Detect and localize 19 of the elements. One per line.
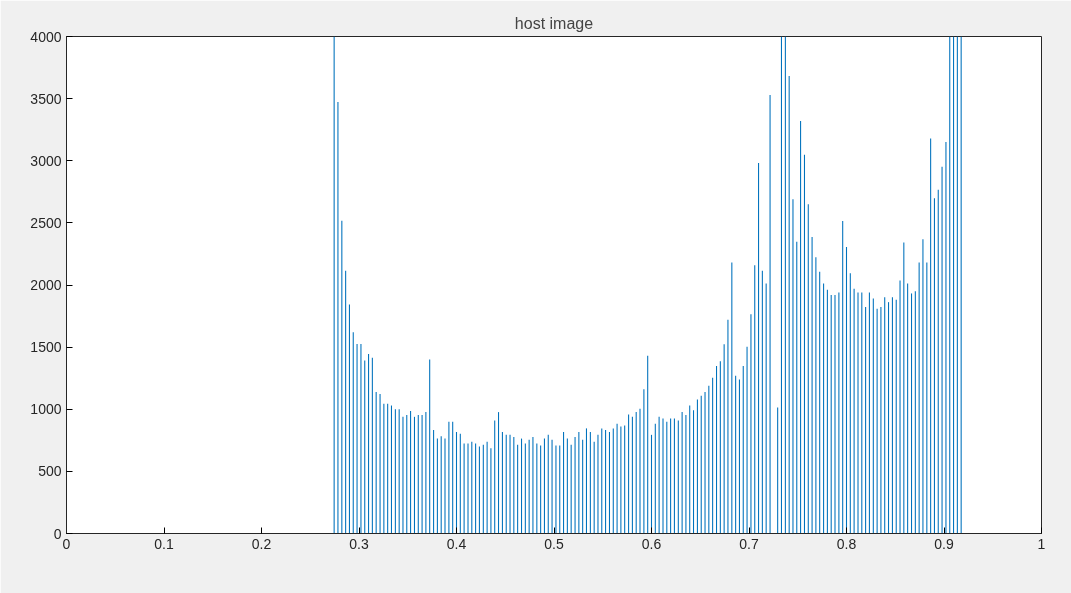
x-tick-label: 1 [1037, 535, 1046, 552]
y-tick-label: 2000 [30, 277, 62, 293]
x-tick-label: 0.9 [934, 535, 954, 552]
x-tick-label: 0.5 [544, 535, 564, 552]
x-tick-label: 0.8 [836, 535, 857, 552]
chart-title: host image [514, 14, 594, 32]
y-tick-label: 3000 [30, 152, 62, 169]
y-tick-label: 1000 [30, 401, 62, 418]
x-tick-label: 0.3 [349, 535, 369, 552]
x-tick-label: 0.6 [641, 535, 662, 552]
x-tick-label: 0.7 [739, 535, 759, 552]
x-tick-label: 0.4 [446, 535, 467, 552]
y-tick-label: 500 [38, 463, 62, 480]
y-tick-label: 1500 [30, 339, 62, 356]
x-tick-label: 0.1 [154, 535, 174, 552]
y-tick-label: 4000 [30, 28, 62, 45]
x-tick-label: 0.2 [251, 535, 272, 552]
y-tick-label: 2500 [30, 214, 62, 231]
y-tick-label: 3500 [30, 90, 62, 107]
